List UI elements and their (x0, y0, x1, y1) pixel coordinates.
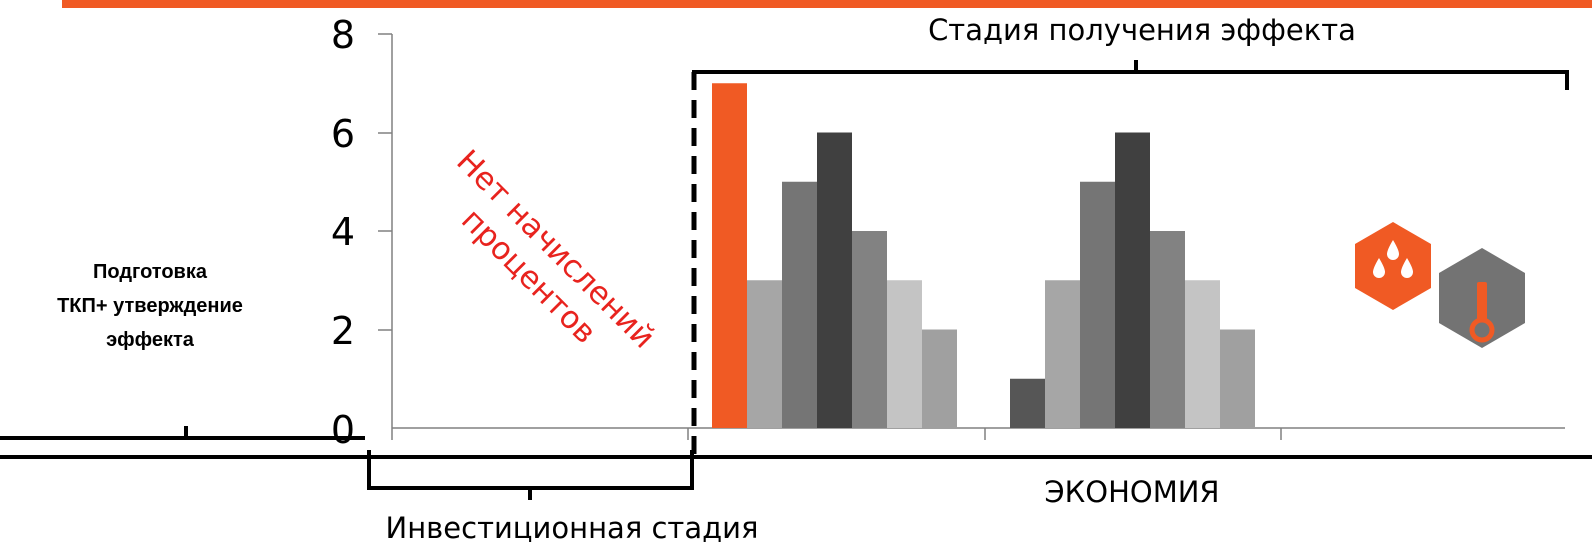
prep-label-line2: ТКП+ утверждение (57, 295, 243, 317)
bar-group1-4 (817, 132, 852, 428)
investment-stage-label: Инвестиционная стадия (386, 511, 759, 545)
bar-group2-2 (1045, 280, 1080, 428)
effect-stage-label: Стадия получения эффекта (928, 13, 1356, 47)
y-tick-label: 0 (331, 408, 355, 452)
water-drops-icon (1355, 222, 1431, 310)
y-tick-label: 6 (331, 112, 355, 156)
investment-bracket (367, 450, 694, 500)
prep-label-line3: эффекта (106, 329, 195, 351)
bar-group1-7 (922, 329, 957, 428)
prep-label-line1: Подготовка (93, 261, 208, 283)
thermometer-icon (1439, 248, 1525, 348)
bar-group1-1 (712, 83, 747, 428)
bar-group2-6 (1185, 280, 1220, 428)
bars-group (712, 83, 1255, 428)
top-accent-bar (62, 0, 1592, 8)
y-tick-label: 2 (331, 309, 355, 353)
no-interest-note: Нет начислений процентов (449, 143, 661, 355)
bar-group1-6 (887, 280, 922, 428)
y-tick-label: 4 (331, 210, 355, 254)
y-tick-label: 8 (331, 13, 355, 57)
effect-stage-bracket (692, 60, 1569, 90)
x-axis (391, 427, 1565, 440)
bar-group2-3 (1080, 181, 1115, 428)
savings-label: ЭКОНОМИЯ (1044, 475, 1219, 509)
bar-group2-5 (1150, 231, 1185, 428)
y-axis: 8 6 4 2 0 (331, 13, 393, 452)
bar-group1-3 (782, 181, 817, 428)
bar-group2-1 (1010, 378, 1045, 428)
bar-group1-5 (852, 231, 887, 428)
bar-group2-7 (1220, 329, 1255, 428)
bar-group1-2 (747, 280, 782, 428)
bar-group2-4 (1115, 132, 1150, 428)
